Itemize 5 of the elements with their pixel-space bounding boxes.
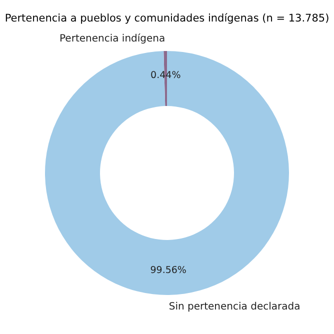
data-label: 0.44%	[150, 70, 181, 82]
chart-title: Pertenencia a pueblos y comunidades indígenas (n = 13.785)	[4, 12, 330, 24]
slice-label: Sin pertenencia declarada	[168, 302, 300, 313]
data-label: 99.56%	[150, 264, 186, 276]
slice-label: Pertenencia indígena	[60, 33, 166, 44]
